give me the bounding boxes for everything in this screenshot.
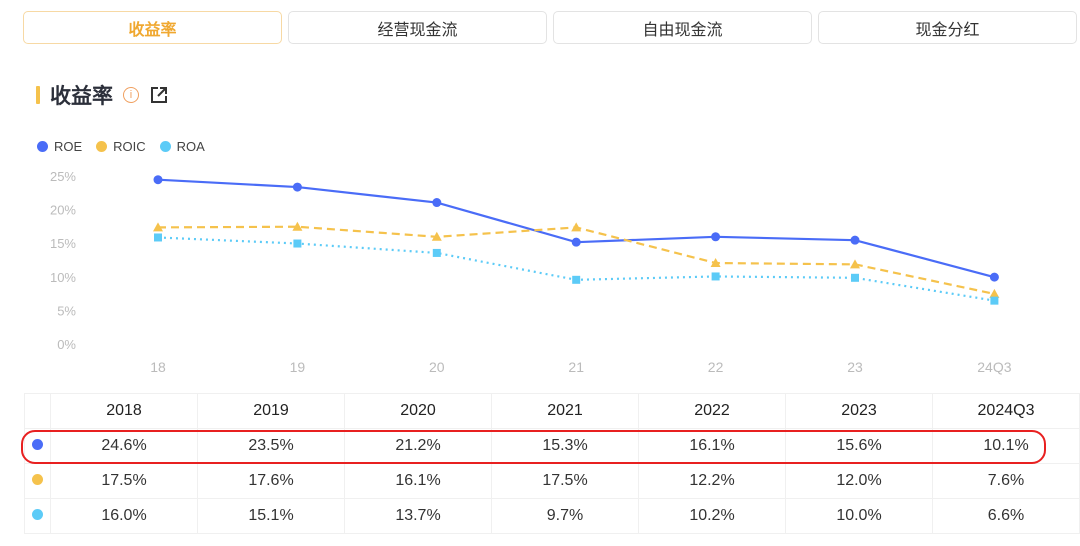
column-header: 2019 [197,393,345,429]
y-tick-label: 20% [50,203,76,218]
table-cell: 15.3% [491,428,639,464]
x-tick-label: 21 [568,359,584,375]
table-cell: 10.1% [932,428,1080,464]
point-roic [710,258,721,268]
line-chart: 0% 5% 10% 15% 20% 25% 18 19 20 21 22 23 24Q3 [50,169,1012,375]
tab-free-cash-flow[interactable]: 自由现金流 [553,11,812,44]
column-header: 2021 [491,393,639,429]
table-cell: 7.6% [932,463,1080,499]
highlight-outline [21,430,1046,464]
tab-operating-cash-flow[interactable]: 经营现金流 [288,11,547,44]
x-tick-label: 18 [150,359,166,375]
table-cell: 17.6% [197,463,345,499]
y-tick-label: 25% [50,169,76,184]
y-tick-label: 10% [50,270,76,285]
table-cell: 16.0% [50,498,198,534]
point-roa [432,248,441,257]
column-header: 2022 [638,393,786,429]
point-roic [292,221,303,231]
x-tick-label: 24Q3 [977,359,1011,375]
point-roic [431,231,442,241]
point-roe [432,198,442,208]
section-title: 收益率 [50,85,113,108]
table-corner [24,393,51,429]
legend-roe[interactable]: ROE [37,139,82,154]
point-roa [990,296,999,305]
table-cell: 16.1% [344,463,492,499]
table-cell: 23.5% [197,428,345,464]
chart-legend: ROE ROIC ROA [37,139,205,154]
x-tick-label: 19 [290,359,306,375]
column-header: 2020 [344,393,492,429]
data-table: 2018 2019 2020 2021 2022 2023 2024Q3 24.6% 23.5… [24,393,1080,534]
table-cell: 10.2% [638,498,786,534]
point-roe [153,175,163,185]
table-cell: 13.7% [344,498,492,534]
table-cell: 12.0% [785,463,933,499]
point-roic [153,222,163,232]
legend-roa[interactable]: ROA [159,139,205,154]
column-header: 2018 [50,393,198,429]
info-icon[interactable]: i [123,87,139,103]
table-row: 17.5% 17.6% 16.1% 17.5% 12.2% 12.0% 7.6% [24,463,1080,499]
title-accent-bar [36,86,40,104]
point-roic [850,259,860,269]
legend-roic[interactable]: ROIC [96,139,146,154]
series-line-roa [157,236,995,302]
table-cell: 12.2% [638,463,786,499]
column-header: 2024Q3 [932,393,1080,429]
x-tick-label: 22 [708,359,724,375]
table-row: 24.6% 23.5% 21.2% 15.3% 16.1% 15.6% 10.1% [24,428,1080,464]
point-roic [571,222,582,232]
table-cell: 17.5% [491,463,639,499]
series-dot-roic [24,463,51,499]
table-cell: 17.5% [50,463,198,499]
point-roa [293,239,302,248]
point-roe [711,232,721,242]
tab-cash-dividend[interactable]: 现金分红 [818,11,1077,44]
series-line-roic [157,225,995,296]
column-header: 2023 [785,393,933,429]
point-roa [154,233,162,242]
point-roe [989,272,999,282]
point-roe [850,235,860,245]
point-roa [711,272,720,281]
table-cell: 9.7% [491,498,639,534]
point-roa [572,275,581,284]
table-cell: 21.2% [344,428,492,464]
table-cell: 15.1% [197,498,345,534]
point-roa [851,273,859,282]
table-row: 16.0% 15.1% 13.7% 9.7% 10.2% 10.0% 6.6% [24,498,1080,534]
external-link-icon[interactable] [149,85,169,105]
table-cell: 10.0% [785,498,933,534]
series-dot-roa [24,498,51,534]
section-header: 收益率 i [36,80,169,110]
y-tick-label: 15% [50,236,76,251]
point-roic [989,288,1000,298]
tab-return-rate[interactable]: 收益率 [23,11,282,44]
table-cell: 6.6% [932,498,1080,534]
y-tick-label: 0% [57,337,76,352]
x-tick-label: 20 [429,359,445,375]
x-tick-label: 23 [847,359,863,375]
point-roe [571,237,581,247]
y-tick-label: 5% [57,303,76,318]
point-roe [292,182,302,192]
table-cell: 16.1% [638,428,786,464]
